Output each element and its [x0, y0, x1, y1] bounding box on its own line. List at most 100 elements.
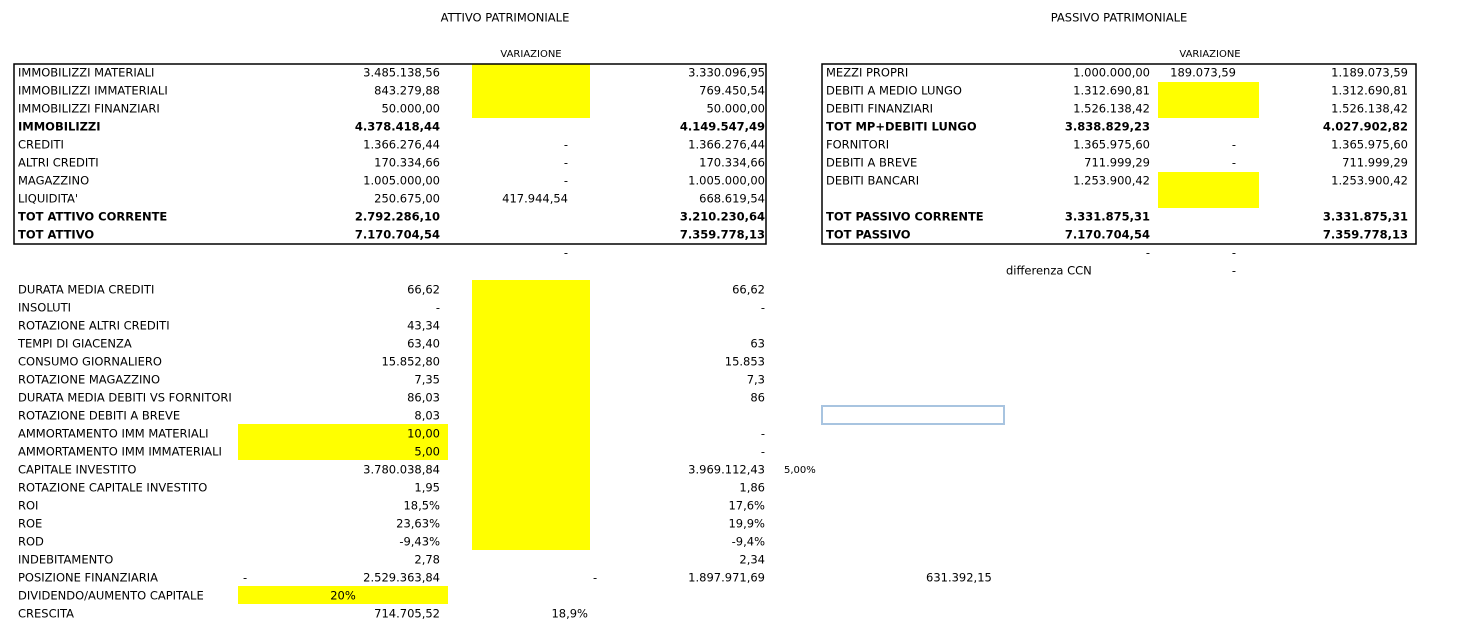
row-label: CRESCITA	[18, 607, 74, 621]
cell-value: 23,63%	[396, 517, 440, 531]
cell-value: -	[564, 138, 568, 152]
cell-value: -	[1232, 246, 1236, 260]
row-label: AMMORTAMENTO IMM MATERIALI	[18, 427, 209, 441]
cell-value: -	[564, 156, 568, 170]
row-label: ROTAZIONE ALTRI CREDITI	[18, 319, 170, 333]
row-label: DURATA MEDIA DEBITI VS FORNITORI	[18, 391, 232, 405]
cell-value: 3.838.829,23	[1065, 120, 1150, 134]
row-label: IMMOBILIZZI	[18, 120, 101, 134]
cell-value: 7,3	[747, 373, 765, 387]
row-label: IMMOBILIZZI MATERIALI	[18, 66, 154, 80]
cell-value: 1.253.900,42	[1073, 174, 1150, 188]
table-border	[13, 63, 767, 245]
cell-value: 1.189.073,59	[1331, 66, 1408, 80]
row-label: ALTRI CREDITI	[18, 156, 99, 170]
cell-value: 2.529.363,84	[363, 571, 440, 585]
cell-value: -	[1232, 156, 1236, 170]
cell-value: 7,35	[414, 373, 440, 387]
row-label: IMMOBILIZZI IMMATERIALI	[18, 84, 168, 98]
cell-value: 50.000,00	[381, 102, 440, 116]
row-label: TOT MP+DEBITI LUNGO	[826, 120, 977, 134]
cell-value: -9,43%	[399, 535, 440, 549]
cell-value: 66,62	[732, 283, 765, 297]
cell-value: 1.000.000,00	[1073, 66, 1150, 80]
cell-value: 1,95	[414, 481, 440, 495]
cell-value: 18,5%	[403, 499, 440, 513]
cell-value: 3.331.875,31	[1323, 210, 1408, 224]
cell-value: 7.359.778,13	[680, 228, 765, 242]
cell-value: -	[761, 427, 765, 441]
cell-value: 19,9%	[728, 517, 765, 531]
row-label: CONSUMO GIORNALIERO	[18, 355, 162, 369]
cell-value: 714.705,52	[374, 607, 440, 621]
cell-value: -	[761, 301, 765, 315]
row-label: TEMPI DI GIACENZA	[17, 337, 132, 351]
cell-value: differenza CCN	[1006, 264, 1092, 278]
cell-value: 1.365.975,60	[1073, 138, 1150, 152]
row-label: INSOLUTI	[18, 301, 71, 315]
selected-cell[interactable]	[821, 405, 1005, 425]
cell-value: -	[593, 571, 597, 585]
cell-value: 5,00%	[784, 465, 816, 476]
row-label: ROE	[18, 517, 42, 531]
cell-value: -	[761, 445, 765, 459]
cell-value: 631.392,15	[926, 571, 992, 585]
cell-value: 8,03	[414, 409, 440, 423]
row-label: ROD	[18, 535, 44, 549]
cell-value: 7.170.704,54	[355, 228, 440, 242]
cell-value: 5,00	[414, 445, 440, 459]
row-label: IMMOBILIZZI FINANZIARI	[18, 102, 160, 116]
cell-value: 1.365.975,60	[1331, 138, 1408, 152]
row-label: CAPITALE INVESTITO	[18, 463, 136, 477]
highlight	[472, 64, 590, 118]
row-label: DEBITI A BREVE	[826, 156, 917, 170]
cell-value: 1.366.276,44	[688, 138, 765, 152]
cell-value: 18,9%	[551, 607, 588, 621]
row-label: TOT ATTIVO	[18, 228, 94, 242]
cell-value: 7.359.778,13	[1323, 228, 1408, 242]
section-title: ATTIVO PATRIMONIALE	[441, 11, 570, 25]
cell-value: 86	[750, 391, 765, 405]
cell-value: 63	[750, 337, 765, 351]
row-label: INDEBITAMENTO	[18, 553, 113, 567]
cell-value: 1.005.000,00	[688, 174, 765, 188]
row-label: TOT PASSIVO CORRENTE	[826, 210, 984, 224]
row-label: DEBITI FINANZIARI	[826, 102, 933, 116]
cell-value: 3.969.112,43	[688, 463, 765, 477]
row-label: DIVIDENDO/AUMENTO CAPITALE	[18, 589, 204, 603]
row-label: MAGAZZINO	[18, 174, 89, 188]
row-label: POSIZIONE FINANZIARIA	[18, 571, 158, 585]
cell-value: 2.792.286,10	[355, 210, 440, 224]
cell-value: 1.253.900,42	[1331, 174, 1408, 188]
highlight	[472, 280, 590, 550]
cell-value: 4.378.418,44	[355, 120, 440, 134]
row-label: LIQUIDITA'	[18, 192, 78, 206]
row-label: DEBITI A MEDIO LUNGO	[826, 84, 962, 98]
section-title: PASSIVO PATRIMONIALE	[1051, 11, 1188, 25]
column-header: VARIAZIONE	[500, 49, 561, 60]
row-label: ROTAZIONE MAGAZZINO	[18, 373, 160, 387]
row-label: FORNITORI	[826, 138, 889, 152]
cell-value: -	[1232, 264, 1236, 278]
cell-value: 3.780.038,84	[363, 463, 440, 477]
cell-value: 3.485.138,56	[363, 66, 440, 80]
row-label: MEZZI PROPRI	[826, 66, 908, 80]
cell-value: 63,40	[407, 337, 440, 351]
highlight	[1158, 82, 1259, 118]
cell-value: 1.312.690,81	[1073, 84, 1150, 98]
cell-value: 1,86	[739, 481, 765, 495]
cell-value: 1.005.000,00	[363, 174, 440, 188]
cell-value: 43,34	[407, 319, 440, 333]
cell-value: 3.210.230,64	[680, 210, 765, 224]
cell-value: 1.366.276,44	[363, 138, 440, 152]
table-border	[821, 63, 1417, 245]
row-label: DURATA MEDIA CREDITI	[18, 283, 154, 297]
row-label: ROTAZIONE DEBITI A BREVE	[18, 409, 180, 423]
cell-value: 15.852,80	[381, 355, 440, 369]
cell-value: 50.000,00	[706, 102, 765, 116]
cell-value: -	[564, 246, 568, 260]
cell-value: 17,6%	[728, 499, 765, 513]
cell-value: 15.853	[725, 355, 765, 369]
cell-value: 2,34	[739, 553, 765, 567]
